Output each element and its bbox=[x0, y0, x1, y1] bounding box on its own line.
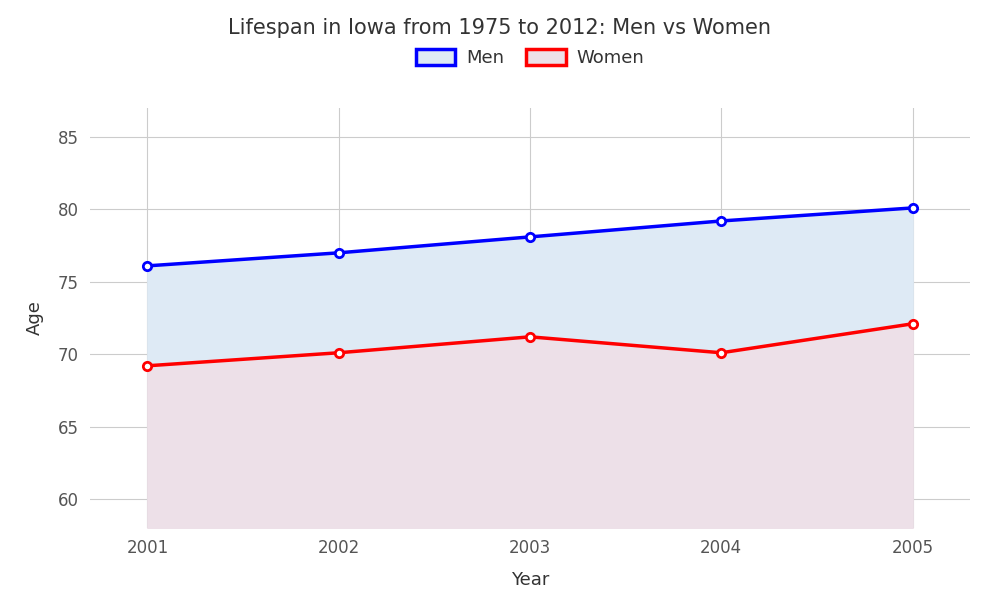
Y-axis label: Age: Age bbox=[26, 301, 44, 335]
X-axis label: Year: Year bbox=[511, 571, 549, 589]
Legend: Men, Women: Men, Women bbox=[409, 41, 651, 74]
Text: Lifespan in Iowa from 1975 to 2012: Men vs Women: Lifespan in Iowa from 1975 to 2012: Men … bbox=[228, 18, 772, 38]
